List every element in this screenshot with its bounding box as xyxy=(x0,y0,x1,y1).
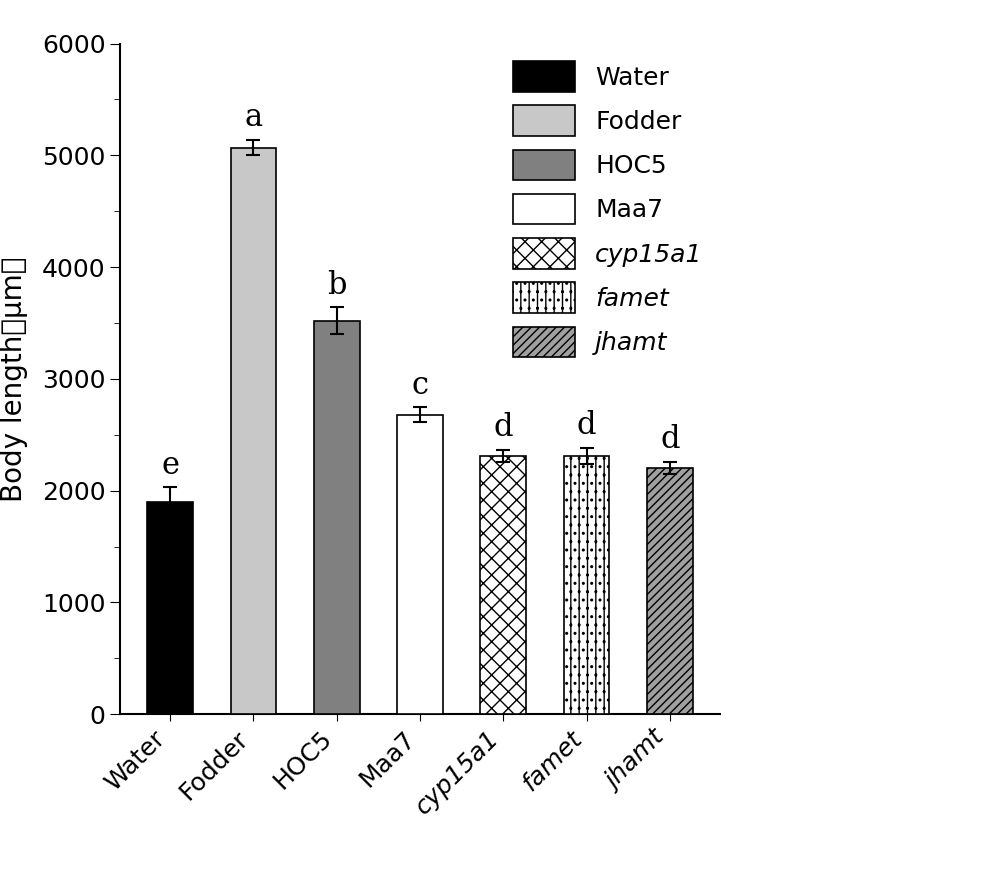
Y-axis label: Body length（μm）: Body length（μm） xyxy=(0,256,28,502)
Text: e: e xyxy=(161,449,179,481)
Bar xyxy=(231,147,276,714)
Bar xyxy=(564,456,609,714)
Bar xyxy=(147,502,193,714)
Legend: Water, Fodder, HOC5, Maa7, cyp15a1, famet, jhamt: Water, Fodder, HOC5, Maa7, cyp15a1, fame… xyxy=(503,51,712,367)
Text: d: d xyxy=(577,410,596,442)
Text: d: d xyxy=(494,412,513,443)
Text: d: d xyxy=(660,424,680,456)
Text: b: b xyxy=(327,270,346,300)
Bar xyxy=(397,415,443,714)
Text: a: a xyxy=(244,102,263,133)
Text: c: c xyxy=(412,369,429,401)
Bar xyxy=(647,469,693,714)
Bar xyxy=(314,321,360,714)
Bar xyxy=(480,456,526,714)
